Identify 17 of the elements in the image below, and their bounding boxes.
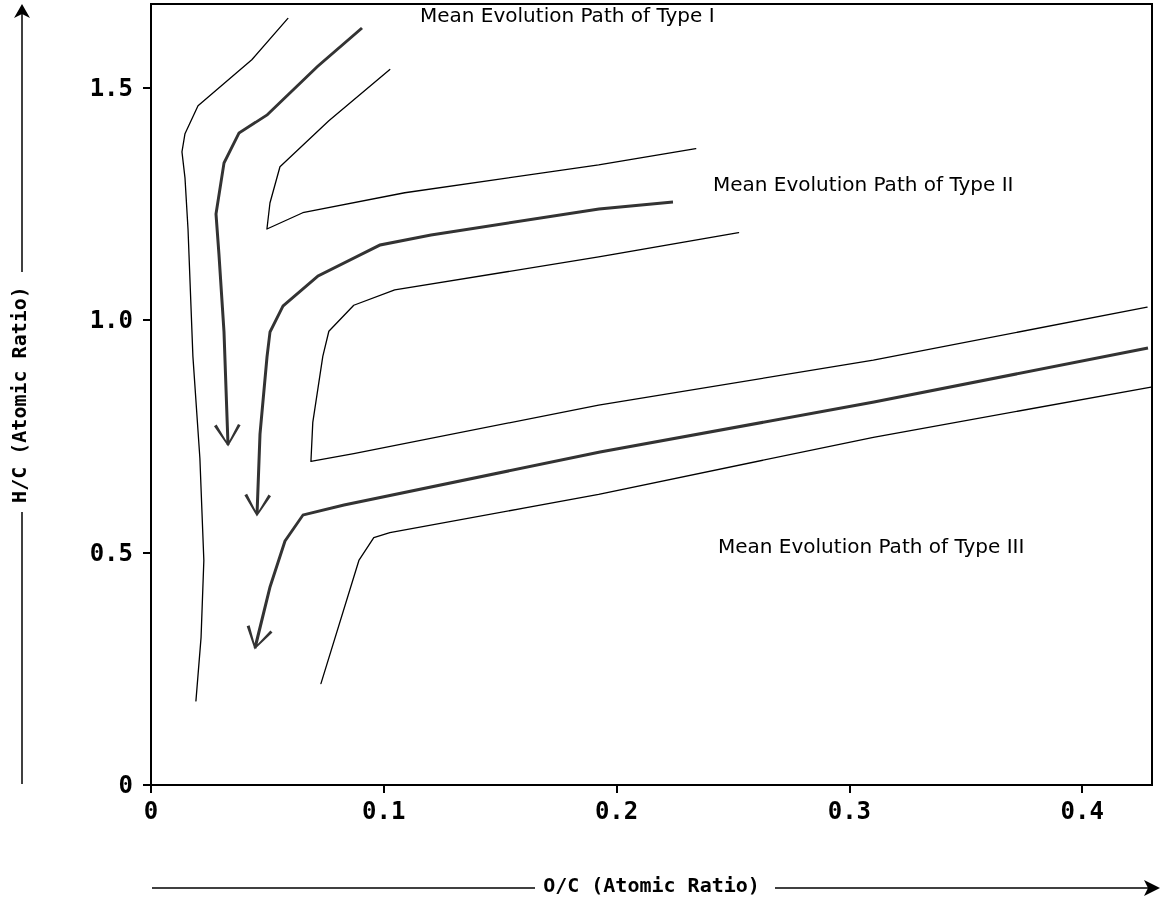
x-tick-label: 0.3 — [827, 797, 872, 825]
line-series — [181, 17, 289, 702]
y-tick-label: 1.5 — [89, 73, 133, 102]
x-tick-label: 0.1 — [362, 797, 406, 825]
line-series — [310, 232, 1148, 463]
x-axis-title: O/C (Atomic Ratio) — [543, 873, 760, 897]
annotation: Mean Evolution Path of Type I — [420, 3, 715, 27]
x-tick-label: 0.4 — [1060, 797, 1104, 825]
y-tick-label: 0.5 — [89, 538, 133, 567]
line-series — [266, 68, 697, 230]
x-tick-label: 0 — [143, 797, 159, 825]
annotation: Mean Evolution Path of Type III — [718, 534, 1025, 558]
y-tick-label: 0 — [118, 771, 133, 799]
y-axis-title: H/C (Atomic Ratio) — [7, 286, 31, 503]
y-tick-label: 1.0 — [89, 306, 133, 335]
x-tick-label: 0.2 — [594, 797, 639, 825]
annotation: Mean Evolution Path of Type II — [713, 172, 1014, 196]
